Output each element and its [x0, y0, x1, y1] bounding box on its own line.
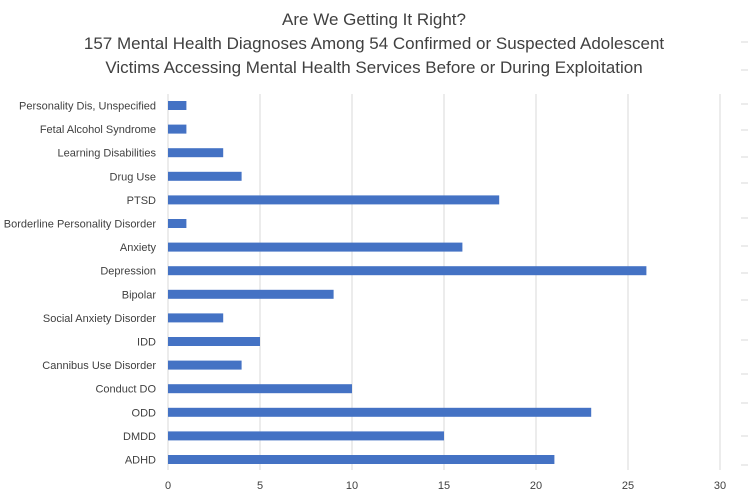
category-label: DMDD	[123, 431, 156, 443]
x-tick-label: 15	[438, 480, 450, 492]
x-tick-label: 20	[530, 480, 542, 492]
bars	[168, 101, 647, 464]
gridlines	[259, 94, 721, 470]
bar	[168, 431, 444, 441]
category-label: ODD	[132, 407, 157, 419]
category-label: Conduct DO	[95, 384, 156, 396]
bar	[168, 337, 260, 346]
category-label: ADHD	[125, 455, 156, 467]
category-label: Bipolar	[122, 289, 157, 301]
x-tick-label: 10	[346, 480, 358, 492]
x-tick-label: 5	[257, 480, 263, 492]
bar	[168, 289, 334, 299]
bar	[168, 101, 187, 110]
category-label: Social Anxiety Disorder	[43, 313, 156, 325]
category-label: Depression	[100, 266, 156, 278]
chart-title-line-3: Victims Accessing Mental Health Services…	[105, 58, 642, 77]
chart-title-line-1: Are We Getting It Right?	[282, 10, 466, 29]
bar	[168, 313, 224, 323]
category-label: Fetal Alcohol Syndrome	[40, 124, 156, 136]
x-tick-label: 0	[165, 480, 171, 492]
category-label: PTSD	[127, 195, 156, 207]
category-label: IDD	[137, 337, 156, 349]
x-axis-tick-labels: 0 5 10 15 20 25 30	[165, 480, 726, 492]
bar	[168, 219, 187, 228]
x-tick-label: 30	[714, 480, 726, 492]
chart-title: Are We Getting It Right? 157 Mental Heal…	[84, 10, 665, 77]
category-label: Learning Disabilities	[58, 148, 157, 160]
bar	[168, 195, 500, 205]
category-label: Borderline Personality Disorder	[4, 219, 157, 231]
category-label: Personality Dis, Unspecified	[19, 101, 156, 113]
bar	[168, 455, 555, 464]
bar	[168, 171, 242, 181]
chart-title-line-2: 157 Mental Health Diagnoses Among 54 Con…	[84, 34, 665, 53]
right-edge-marks	[741, 41, 748, 466]
category-label: Drug Use	[110, 171, 156, 183]
category-label: Cannibus Use Disorder	[42, 360, 156, 372]
bar	[168, 266, 647, 276]
bar	[168, 360, 242, 370]
bar	[168, 407, 592, 417]
x-tick-label: 25	[622, 480, 634, 492]
bar	[168, 384, 352, 394]
bar	[168, 242, 463, 252]
bar	[168, 124, 187, 134]
category-labels: Personality Dis, Unspecified Fetal Alcoho…	[4, 101, 157, 467]
bar	[168, 148, 224, 158]
category-label: Anxiety	[120, 242, 157, 254]
